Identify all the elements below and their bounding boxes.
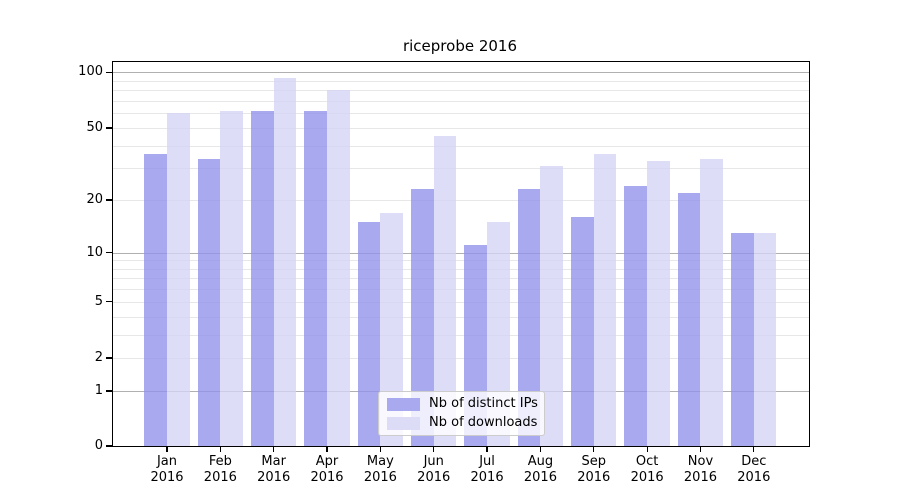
bar-distinct-ips-sep xyxy=(571,217,594,446)
legend: Nb of distinct IPs Nb of downloads xyxy=(378,391,545,436)
gridline-minor xyxy=(113,278,809,280)
bar-downloads-mar xyxy=(273,78,297,446)
gridline-minor xyxy=(113,90,809,92)
bar-downloads-may xyxy=(380,212,404,446)
x-tick-mark xyxy=(539,446,541,452)
x-tick-mark xyxy=(166,446,168,452)
x-tick-mark xyxy=(699,446,702,452)
x-tick-mark xyxy=(379,446,381,452)
y-tick-mark xyxy=(106,357,112,359)
bar-distinct-ips-mar xyxy=(250,110,274,446)
bar-distinct-ips-jan xyxy=(144,154,167,446)
legend-entry-distinct-ips: Nb of distinct IPs xyxy=(387,396,538,412)
x-tick-mark xyxy=(326,446,328,452)
bar-downloads-nov xyxy=(700,158,724,446)
y-tick-label: 1 xyxy=(94,383,103,398)
bar-distinct-ips-apr xyxy=(304,110,328,446)
bar-downloads-jul xyxy=(487,222,510,446)
x-tick-label: Feb 2016 xyxy=(203,454,237,485)
legend-entry-downloads: Nb of downloads xyxy=(387,415,538,431)
y-tick-label: 100 xyxy=(78,64,103,80)
gridline-minor xyxy=(113,127,809,129)
gridline-minor xyxy=(113,168,809,170)
plot-area: 100 50 20 10 5 2 1 0 Jan 2016 Feb 2016 Mar 2016 Apr 201… xyxy=(78,61,810,485)
y-tick-mark xyxy=(106,71,112,74)
x-tick-label: Jun 2016 xyxy=(417,454,451,485)
bar-distinct-ips-nov xyxy=(677,192,701,446)
gridline-minor xyxy=(113,200,809,202)
legend-swatch-distinct-ips xyxy=(387,397,420,411)
bar-downloads-apr xyxy=(327,90,350,446)
x-tick-mark xyxy=(646,446,648,452)
x-tick-label: Sep 2016 xyxy=(577,454,611,485)
y-tick-mark xyxy=(106,390,112,392)
legend-label-distinct-ips: Nb of distinct IPs xyxy=(429,396,538,411)
gridline-minor xyxy=(113,334,809,336)
gridline-minor xyxy=(113,268,809,270)
bar-downloads-sep xyxy=(593,154,617,446)
y-tick-label: 5 xyxy=(94,293,103,309)
x-tick-mark xyxy=(273,446,275,452)
x-tick-label: Mar 2016 xyxy=(257,454,291,485)
bar-downloads-jan xyxy=(167,113,190,446)
y-tick-label: 2 xyxy=(94,350,103,366)
y-tick-mark xyxy=(106,251,112,254)
gridline-minor xyxy=(113,316,809,318)
x-tick-mark xyxy=(486,446,488,452)
y-tick-label: 10 xyxy=(86,244,103,260)
y-tick-label: 20 xyxy=(86,192,103,208)
x-tick-label: Aug 2016 xyxy=(523,454,557,485)
bar-distinct-ips-aug xyxy=(517,189,541,446)
x-tick-mark xyxy=(219,446,221,452)
y-tick-label: 50 xyxy=(86,119,103,135)
y-tick-mark xyxy=(106,445,112,447)
bar-downloads-aug xyxy=(540,165,564,446)
bar-downloads-jun xyxy=(433,136,457,446)
x-tick-mark xyxy=(593,446,595,452)
chart-title: riceprobe 2016 xyxy=(402,37,518,55)
bar-distinct-ips-dec xyxy=(731,232,754,446)
x-tick-label: Oct 2016 xyxy=(630,454,664,485)
bar-downloads-feb xyxy=(220,110,244,446)
bar-downloads-oct xyxy=(647,160,670,446)
y-tick-mark xyxy=(106,199,112,201)
x-tick-label: Nov 2016 xyxy=(683,454,717,485)
gridline-minor xyxy=(113,145,809,147)
y-tick-mark xyxy=(106,127,112,129)
x-tick-mark xyxy=(753,446,755,452)
gridline-minor xyxy=(113,80,809,82)
bar-distinct-ips-jun xyxy=(411,189,434,446)
gridline-major xyxy=(113,72,809,74)
x-tick-label: Dec 2016 xyxy=(737,454,771,485)
bar-distinct-ips-feb xyxy=(197,158,221,446)
y-tick-mark xyxy=(106,301,112,303)
gridline-minor xyxy=(113,289,809,291)
x-tick-mark xyxy=(433,446,435,452)
bar-distinct-ips-oct xyxy=(624,185,648,446)
x-tick-label: Jan 2016 xyxy=(150,454,184,485)
legend-swatch-downloads xyxy=(387,416,420,430)
x-tick-label: Jul 2016 xyxy=(470,454,504,485)
gridline-minor xyxy=(113,260,809,262)
gridline-minor xyxy=(113,358,809,360)
legend-label-downloads: Nb of downloads xyxy=(429,415,538,430)
gridline-minor xyxy=(113,101,809,103)
x-tick-label: Apr 2016 xyxy=(310,454,344,485)
y-tick-label: 0 xyxy=(94,438,103,453)
bar-distinct-ips-may xyxy=(357,222,381,446)
x-tick-label: May 2016 xyxy=(363,454,397,485)
gridline-minor xyxy=(113,113,809,115)
bar-downloads-dec xyxy=(753,232,777,446)
gridline-major xyxy=(113,252,809,254)
gridline-minor xyxy=(113,301,809,303)
